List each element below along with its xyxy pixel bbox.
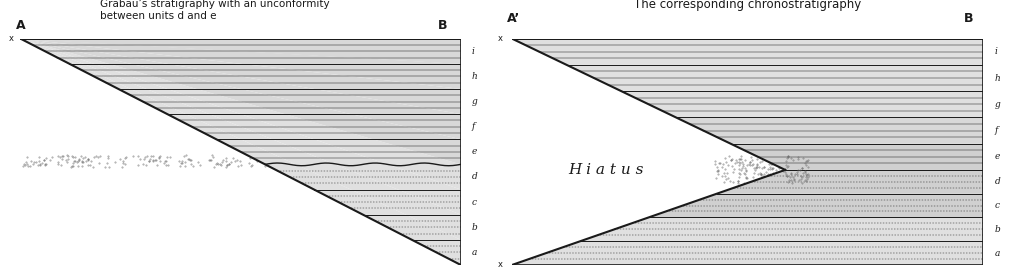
Polygon shape: [566, 65, 983, 91]
Text: g: g: [994, 100, 1000, 109]
Polygon shape: [20, 39, 461, 139]
Text: B: B: [965, 12, 974, 25]
Text: c: c: [472, 198, 477, 207]
Polygon shape: [512, 39, 983, 265]
Text: A’: A’: [507, 12, 520, 25]
Polygon shape: [20, 39, 461, 215]
Text: Grabau’s stratigraphy with an unconformity
between units d and e: Grabau’s stratigraphy with an unconformi…: [99, 0, 330, 20]
Text: The corresponding chronostratigraphy: The corresponding chronostratigraphy: [634, 0, 861, 12]
Polygon shape: [581, 217, 983, 241]
Text: c: c: [994, 201, 999, 210]
Polygon shape: [676, 117, 983, 144]
Polygon shape: [20, 39, 461, 114]
Polygon shape: [717, 170, 983, 194]
Text: d: d: [472, 172, 477, 181]
Text: i: i: [472, 47, 475, 56]
Polygon shape: [512, 39, 983, 65]
Text: b: b: [994, 225, 1000, 234]
Text: x: x: [9, 34, 14, 43]
Polygon shape: [512, 39, 785, 265]
Text: x: x: [498, 34, 503, 43]
Text: h: h: [994, 73, 1000, 83]
Text: A: A: [16, 19, 26, 32]
Text: i: i: [994, 47, 997, 56]
Text: a: a: [994, 249, 1000, 258]
Text: g: g: [472, 97, 477, 106]
Text: e: e: [994, 152, 1000, 161]
Polygon shape: [648, 194, 983, 217]
Text: B: B: [438, 19, 447, 32]
Polygon shape: [512, 241, 983, 265]
Text: H i a t u s: H i a t u s: [568, 163, 644, 177]
Text: a: a: [472, 248, 477, 257]
Text: f: f: [994, 126, 998, 135]
Polygon shape: [20, 39, 461, 265]
Text: f: f: [472, 122, 475, 131]
Text: b: b: [472, 223, 477, 232]
Polygon shape: [622, 91, 983, 117]
Text: e: e: [472, 147, 477, 156]
Polygon shape: [20, 39, 461, 89]
Polygon shape: [20, 39, 461, 190]
Text: h: h: [472, 72, 477, 81]
Polygon shape: [20, 39, 461, 64]
Text: x: x: [498, 261, 503, 269]
Text: d: d: [994, 177, 1000, 186]
Polygon shape: [20, 39, 461, 240]
Polygon shape: [20, 39, 461, 164]
Polygon shape: [730, 144, 983, 170]
